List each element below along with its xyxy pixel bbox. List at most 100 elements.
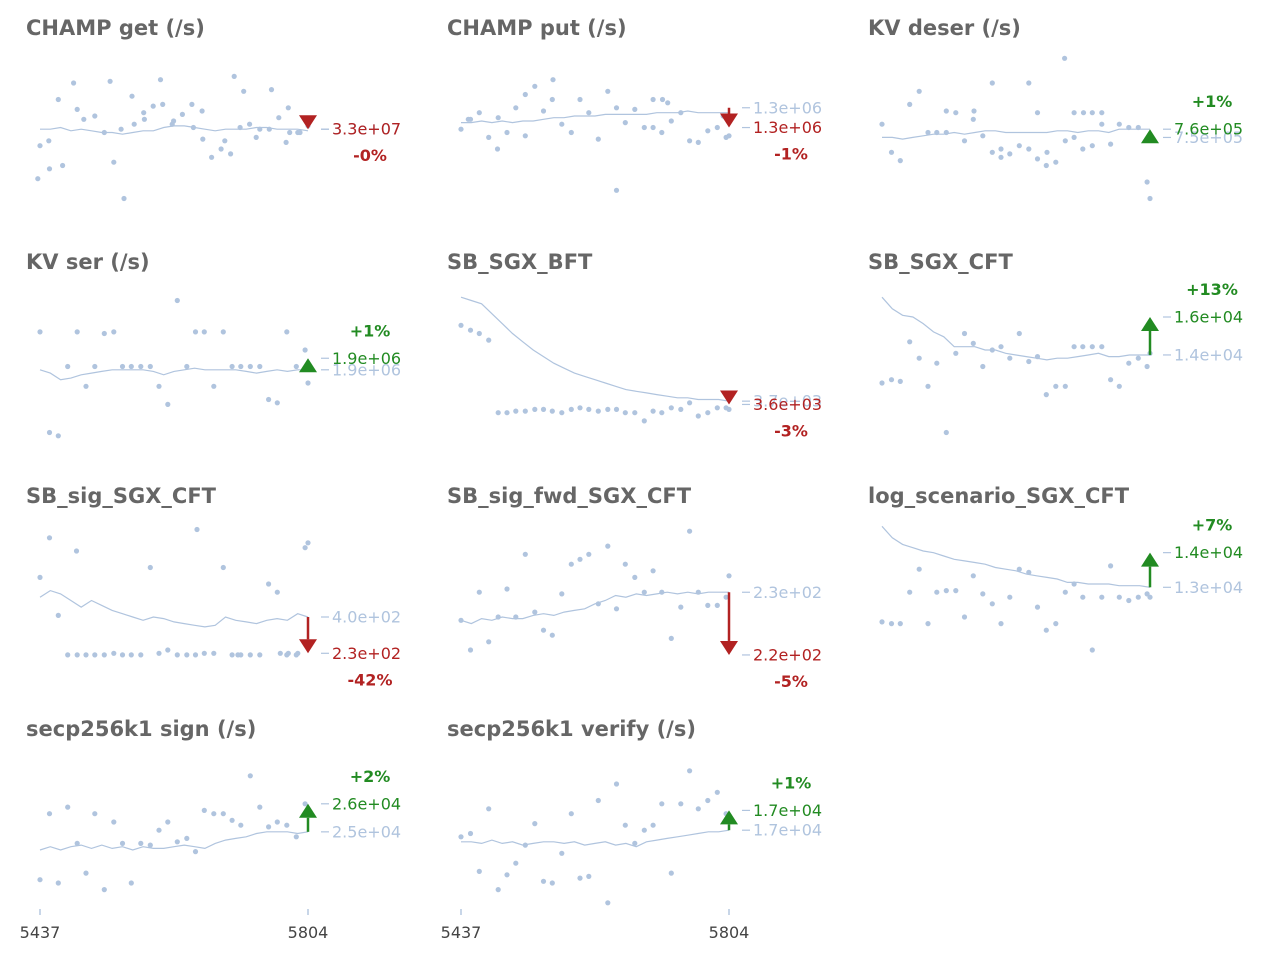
- data-point: [522, 133, 528, 139]
- data-point: [111, 650, 117, 656]
- data-point: [287, 129, 293, 136]
- data-point: [46, 429, 53, 436]
- change-arrow-head: [720, 390, 738, 405]
- data-point: [970, 340, 976, 346]
- data-point: [659, 589, 665, 595]
- data-point: [522, 842, 528, 848]
- data-point: [467, 830, 474, 837]
- data-point: [238, 363, 244, 370]
- data-point: [1080, 110, 1087, 116]
- data-point: [888, 621, 895, 627]
- data-point: [522, 91, 528, 98]
- prev-value-label: 2.5e+04: [332, 822, 401, 841]
- prev-value-label: 3.7e+03: [753, 392, 822, 411]
- data-point: [247, 121, 253, 127]
- data-point: [668, 118, 674, 124]
- data-point: [613, 406, 620, 412]
- data-point: [274, 819, 280, 825]
- data-point: [1053, 159, 1059, 165]
- data-point: [504, 586, 510, 592]
- data-point: [121, 195, 127, 202]
- chart-panel: CHAMP put (/s) 1.3e+061.3e+06 -1%: [447, 16, 822, 193]
- data-point: [989, 347, 995, 353]
- data-point: [302, 347, 308, 353]
- trend-line: [461, 829, 730, 848]
- data-point: [559, 121, 565, 127]
- data-point: [641, 827, 647, 833]
- data-point: [199, 108, 205, 114]
- data-point: [81, 116, 87, 122]
- data-point: [695, 806, 701, 812]
- data-point: [128, 652, 134, 658]
- data-point: [595, 601, 601, 607]
- data-point: [605, 900, 611, 906]
- data-point: [284, 329, 290, 335]
- data-point: [726, 406, 732, 412]
- data-point: [586, 551, 592, 557]
- panel-title: SB_sig_SGX_CFT: [26, 484, 217, 508]
- data-point: [71, 80, 77, 86]
- data-point: [1034, 354, 1041, 360]
- data-point: [222, 138, 228, 144]
- last-value-label: 1.6e+04: [1174, 308, 1243, 327]
- data-point: [522, 551, 528, 557]
- data-point: [194, 526, 200, 533]
- data-point: [897, 158, 903, 164]
- data-point: [138, 363, 144, 370]
- data-point: [532, 821, 538, 827]
- data-point: [687, 400, 693, 406]
- data-point: [705, 602, 711, 608]
- data-point: [156, 827, 162, 833]
- data-point: [879, 619, 885, 625]
- x-tick-label: 5804: [709, 923, 750, 942]
- data-point: [220, 564, 226, 571]
- data-point: [568, 561, 574, 567]
- percent-change-label: -1%: [774, 145, 808, 164]
- data-point: [622, 120, 628, 126]
- data-point: [980, 363, 986, 370]
- data-point: [1071, 581, 1077, 587]
- data-point: [504, 410, 510, 416]
- data-point: [302, 801, 308, 807]
- data-point: [92, 811, 98, 817]
- data-point: [504, 872, 510, 878]
- data-point: [1116, 121, 1122, 127]
- data-point: [174, 297, 180, 304]
- data-point: [998, 154, 1004, 160]
- data-point: [46, 166, 53, 172]
- data-point: [1080, 344, 1086, 350]
- data-point: [266, 824, 272, 830]
- data-point: [577, 556, 583, 562]
- prev-value-label: 1.7e+04: [753, 821, 822, 840]
- data-point: [1108, 563, 1114, 569]
- data-point: [266, 581, 272, 587]
- data-point: [253, 134, 259, 140]
- data-point: [305, 540, 311, 546]
- data-point: [1080, 594, 1086, 600]
- data-point: [235, 652, 241, 658]
- data-point: [513, 614, 519, 620]
- data-point: [687, 528, 693, 534]
- data-point: [687, 768, 693, 774]
- trend-line: [881, 525, 1151, 588]
- data-point: [238, 822, 244, 828]
- data-point: [257, 363, 263, 370]
- data-point: [559, 591, 565, 597]
- data-point: [961, 330, 968, 337]
- panel-title: SB_sig_fwd_SGX_CFT: [447, 484, 692, 508]
- data-point: [659, 801, 665, 807]
- data-point: [705, 128, 711, 134]
- data-point: [486, 134, 492, 140]
- data-point: [192, 652, 199, 658]
- data-point: [458, 322, 464, 328]
- data-point: [577, 405, 583, 411]
- data-point: [632, 410, 638, 416]
- data-point: [147, 842, 153, 848]
- data-point: [568, 811, 574, 817]
- data-point: [293, 834, 299, 840]
- data-point: [943, 108, 949, 114]
- data-point: [228, 151, 234, 157]
- data-point: [1135, 355, 1141, 361]
- data-point: [138, 840, 144, 846]
- data-point: [925, 383, 931, 389]
